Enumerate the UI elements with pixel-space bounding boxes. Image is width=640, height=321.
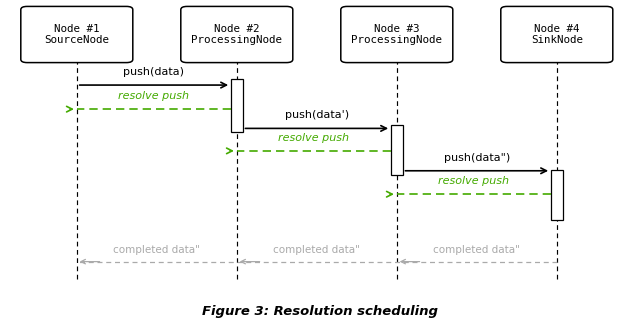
Text: resolve push: resolve push — [438, 176, 509, 186]
FancyBboxPatch shape — [20, 6, 133, 63]
Bar — [231, 79, 243, 132]
Text: Node #3
ProcessingNode: Node #3 ProcessingNode — [351, 24, 442, 45]
Text: Node #4
SinkNode: Node #4 SinkNode — [531, 24, 583, 45]
Text: resolve push: resolve push — [118, 91, 189, 101]
Text: resolve push: resolve push — [278, 133, 349, 143]
Text: completed data": completed data" — [273, 245, 360, 255]
FancyBboxPatch shape — [180, 6, 292, 63]
Text: push(data): push(data) — [124, 67, 184, 77]
Text: Node #1
SourceNode: Node #1 SourceNode — [44, 24, 109, 45]
FancyBboxPatch shape — [500, 6, 613, 63]
Bar — [391, 125, 403, 175]
Text: push(data"): push(data") — [444, 153, 510, 163]
Text: completed data": completed data" — [113, 245, 200, 255]
FancyBboxPatch shape — [340, 6, 453, 63]
Bar — [551, 170, 563, 220]
Text: Figure 3: Resolution scheduling: Figure 3: Resolution scheduling — [202, 305, 438, 318]
Text: Node #2
ProcessingNode: Node #2 ProcessingNode — [191, 24, 282, 45]
Text: push(data'): push(data') — [285, 110, 349, 120]
Text: completed data": completed data" — [433, 245, 520, 255]
